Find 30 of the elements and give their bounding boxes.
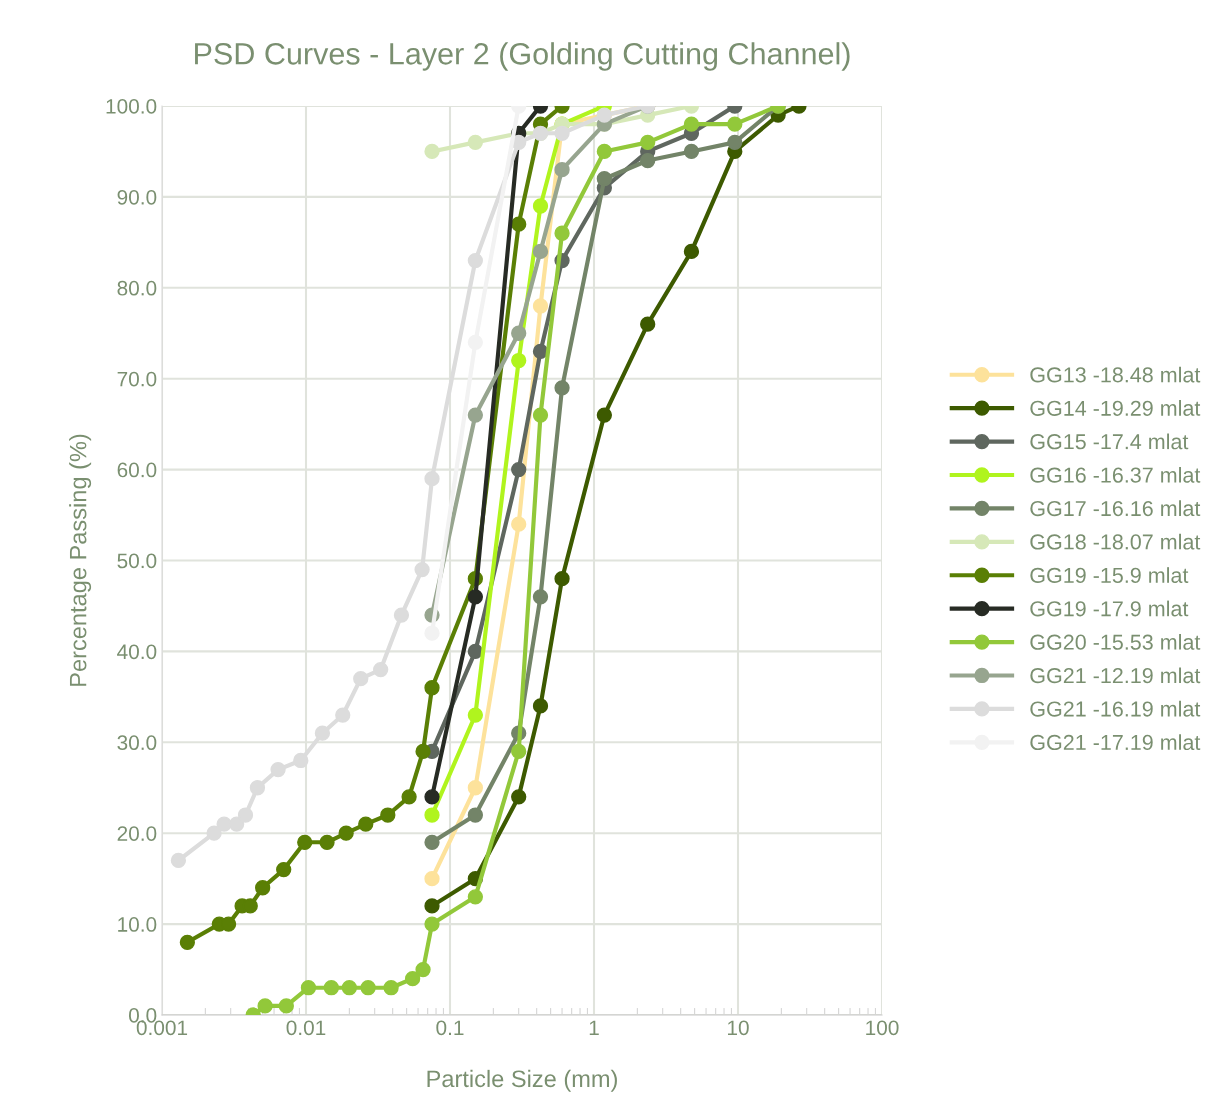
legend-label: GG20 -15.53 mlat <box>1030 634 1201 650</box>
legend-label: GG21 -16.19 mlat <box>1030 700 1201 717</box>
x-axis-title: Particle Size (mm) <box>427 1069 617 1092</box>
x-tick-label: 0.1 <box>436 1020 464 1036</box>
legend-label: GG19 -17.9 mlat <box>1030 600 1189 617</box>
x-tick-label: 1 <box>589 1020 599 1035</box>
y-tick-label: 100.0 <box>106 99 157 114</box>
legend-label: GG14 -19.29 mlat <box>1030 400 1201 416</box>
legend-label: GG13 -18.48 mlat <box>1030 366 1201 383</box>
y-tick-label: 50.0 <box>117 553 157 569</box>
x-tick-label: 10 <box>728 1020 749 1036</box>
chart-title: PSD Curves - Layer 2 (Golding Cutting Channel) <box>195 42 850 71</box>
legend-label: GG15 -17.4 mlat <box>1030 433 1189 450</box>
legend-label: GG18 -18.07 mlat <box>1030 533 1201 550</box>
y-tick-label: 90.0 <box>117 189 157 205</box>
y-tick-label: 40.0 <box>117 644 157 660</box>
legend-label: GG16 -16.37 mlat <box>1030 466 1201 483</box>
y-tick-label: 80.0 <box>117 280 157 296</box>
legend-label: GG21 -17.19 mlat <box>1030 734 1201 751</box>
legend-label: GG19 -15.9 mlat <box>1030 567 1189 583</box>
y-tick-label: 20.0 <box>117 826 157 841</box>
y-tick-label: 10.0 <box>118 917 157 932</box>
x-tick-label: 0.01 <box>286 1020 326 1036</box>
y-tick-label: 30.0 <box>117 735 157 751</box>
legend-label: GG17 -16.16 mlat <box>1030 500 1201 517</box>
x-tick-label: 100 <box>866 1020 899 1036</box>
y-tick-label: 70.0 <box>117 371 157 387</box>
y-tick-label: 60.0 <box>117 462 157 478</box>
legend-label: GG21 -12.19 mlat <box>1030 667 1201 684</box>
y-axis-title: Percentage Passing (%) <box>69 434 92 686</box>
